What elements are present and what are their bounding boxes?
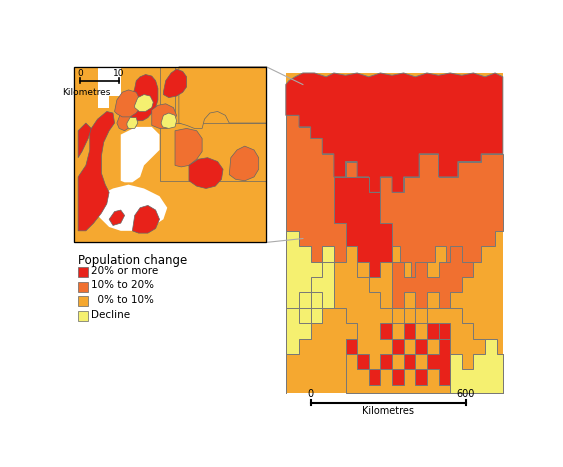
- Text: 0% to 10%: 0% to 10%: [91, 295, 154, 305]
- Polygon shape: [286, 262, 334, 354]
- Polygon shape: [74, 67, 120, 107]
- Bar: [74, 67, 266, 242]
- Polygon shape: [152, 104, 177, 128]
- Polygon shape: [286, 73, 503, 393]
- Polygon shape: [109, 210, 124, 226]
- Bar: [74, 67, 266, 242]
- Text: 20% or more: 20% or more: [91, 266, 159, 276]
- Polygon shape: [117, 110, 132, 131]
- Polygon shape: [286, 115, 503, 277]
- Polygon shape: [159, 67, 266, 181]
- Polygon shape: [132, 205, 159, 233]
- Polygon shape: [286, 231, 334, 393]
- Polygon shape: [114, 90, 140, 117]
- Text: 10% to 20%: 10% to 20%: [91, 281, 154, 290]
- Bar: [78, 311, 88, 321]
- Text: Kilometres: Kilometres: [362, 406, 414, 417]
- Text: 10: 10: [114, 69, 125, 78]
- Polygon shape: [127, 118, 138, 128]
- Text: 600: 600: [457, 389, 475, 399]
- Polygon shape: [163, 69, 186, 98]
- Bar: [78, 296, 88, 306]
- Polygon shape: [334, 177, 392, 277]
- Bar: [78, 267, 88, 277]
- Polygon shape: [78, 123, 91, 158]
- Polygon shape: [286, 73, 503, 192]
- Polygon shape: [299, 292, 322, 323]
- Polygon shape: [161, 113, 177, 128]
- Polygon shape: [124, 75, 158, 121]
- Polygon shape: [175, 67, 266, 123]
- Polygon shape: [135, 94, 153, 112]
- Text: Kilometres: Kilometres: [62, 88, 111, 97]
- Polygon shape: [74, 67, 266, 242]
- Polygon shape: [97, 184, 167, 242]
- Polygon shape: [120, 127, 159, 182]
- Polygon shape: [179, 67, 266, 128]
- Text: Decline: Decline: [91, 310, 131, 320]
- Text: Population change: Population change: [78, 254, 187, 267]
- Polygon shape: [175, 128, 202, 167]
- Text: 0: 0: [307, 389, 314, 399]
- Polygon shape: [229, 146, 259, 181]
- Polygon shape: [392, 246, 473, 308]
- Polygon shape: [439, 339, 503, 393]
- Bar: [78, 282, 88, 292]
- Text: 0: 0: [78, 69, 83, 78]
- Polygon shape: [346, 323, 450, 385]
- Polygon shape: [189, 158, 223, 189]
- Polygon shape: [334, 246, 503, 393]
- Polygon shape: [78, 112, 114, 231]
